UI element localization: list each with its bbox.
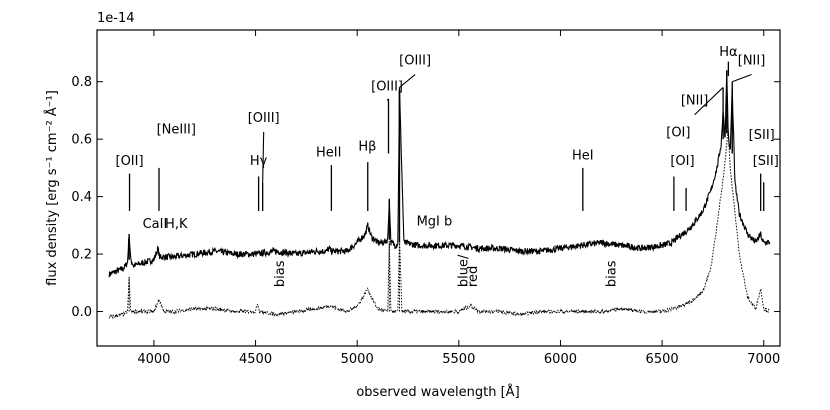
emission-line-label: [OIII] <box>371 79 403 94</box>
emission-line-label: [NII] <box>738 53 766 68</box>
emission-line-label: [OIII] <box>399 53 431 68</box>
emission-line-label: [OI] <box>666 125 690 140</box>
y-tick-label: 0.4 <box>71 190 92 205</box>
emission-line-leader <box>262 131 265 183</box>
emission-line-leader <box>732 74 752 83</box>
plot-frame <box>96 29 781 347</box>
x-tick-label: 5000 <box>341 352 374 367</box>
emission-line-leader <box>399 74 416 88</box>
emission-line-label: [SII] <box>753 154 779 169</box>
emission-line-leader <box>386 98 389 101</box>
spectrum-annotation: bias <box>604 260 619 287</box>
x-tick-label: 5500 <box>442 352 475 367</box>
y-tick-label: 0.0 <box>71 305 92 320</box>
x-tick-label: 7000 <box>747 352 780 367</box>
spectrum-annotation: bias <box>273 260 288 287</box>
emission-line-label: [SII] <box>749 128 775 143</box>
x-tick-label: 6000 <box>544 352 577 367</box>
emission-line-label: [OIII] <box>248 111 280 126</box>
y-axis-label: flux density [erg s⁻¹ cm⁻² Å⁻¹] <box>44 90 60 286</box>
spectrum-annotation: red <box>466 266 481 287</box>
y-tick-label: 0.2 <box>71 248 92 263</box>
x-axis-label: observed wavelength [Å] <box>356 384 519 400</box>
emission-line-label: [NII] <box>681 94 709 109</box>
series-layer <box>108 70 771 320</box>
x-tick-label: 6500 <box>646 352 679 367</box>
x-tick-label: 4500 <box>239 352 272 367</box>
emission-line-label: [NeIII] <box>157 122 196 137</box>
offset-text: 1e-14 <box>97 11 135 26</box>
spectrum-annotation: H,K <box>165 217 188 232</box>
spectrum-annotation: blue/ <box>456 254 471 287</box>
y-tick-label: 0.8 <box>71 75 92 90</box>
emission-line-label: HeI <box>572 148 594 163</box>
emission-line-label: HeII <box>316 145 341 160</box>
emission-line-leader <box>694 87 724 116</box>
spectrum-annotation: CaII <box>143 217 168 232</box>
x-tick-label: 4000 <box>137 352 170 367</box>
emission-line-label: [OI] <box>670 154 694 169</box>
emission-line-markers: [OII] [NeIII] Hγ [OIII] HeII Hβ [OIII] [OIII] He… <box>116 45 779 287</box>
y-tick-label: 0.6 <box>71 133 92 148</box>
emission-line-label: [OII] <box>116 154 144 169</box>
tick-layer: 4000 4500 5000 5500 6000 6500 7000 0.0 0.2 0.4 0.6… <box>71 30 780 367</box>
spectrum-annotation: MgI b <box>417 214 453 229</box>
emission-line-label: Hα <box>719 45 737 60</box>
emission-line-label: Hγ <box>250 154 268 169</box>
spectrum-series-observed <box>108 73 771 278</box>
emission-line-label: Hβ <box>358 140 376 155</box>
